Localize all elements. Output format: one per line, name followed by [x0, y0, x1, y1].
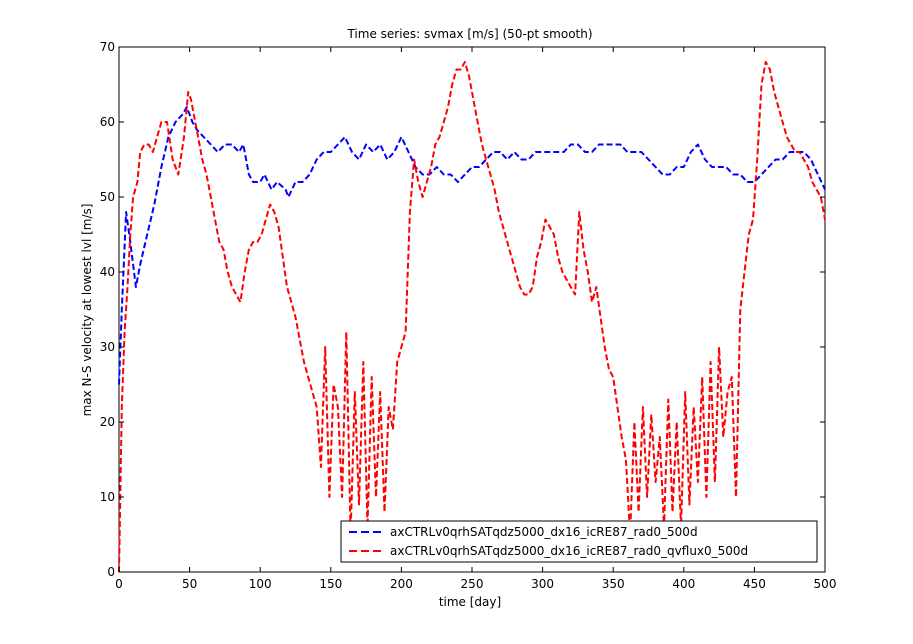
- series-line-1: [118, 106, 826, 385]
- legend-label-series-1: axCTRLv0qrhSATqdz5000_dx16_icRE87_rad0_5…: [390, 525, 698, 539]
- y-axis-label: max N-S velocity at lowest lvl [m/s]: [80, 204, 94, 417]
- y-tick-label: 50: [100, 190, 115, 204]
- y-tick-label: 40: [100, 265, 115, 279]
- x-tick-label: 300: [531, 577, 554, 591]
- series-line-2: [118, 61, 826, 573]
- x-tick-label: 450: [743, 577, 766, 591]
- x-tick-label: 50: [182, 577, 197, 591]
- y-tick-label: 0: [107, 565, 115, 579]
- y-tick-label: 10: [100, 490, 115, 504]
- x-tick-label: 150: [319, 577, 342, 591]
- legend-label-series-2: axCTRLv0qrhSATqdz5000_dx16_icRE87_rad0_q…: [390, 544, 748, 558]
- x-tick-label: 500: [814, 577, 837, 591]
- tick-layer: 0 50 100 150 200 250 300 350 400 450 500 0 10 20 30 40 5…: [100, 40, 837, 591]
- y-tick-label: 30: [100, 340, 115, 354]
- legend: axCTRLv0qrhSATqdz5000_dx16_icRE87_rad0_5…: [340, 520, 818, 563]
- x-tick-label: 350: [602, 577, 625, 591]
- x-axis-label: time [day]: [439, 595, 501, 609]
- y-tick-label: 60: [100, 115, 115, 129]
- x-tick-label: 400: [672, 577, 695, 591]
- plot-area: 0 50 100 150 200 250 300 350 400 450 500 0 10 20 30 40 5…: [100, 40, 837, 591]
- series-layer: [118, 61, 826, 573]
- chart-title: Time series: svmax [m/s] (50-pt smooth): [346, 27, 592, 41]
- legend-box: [340, 520, 818, 563]
- x-tick-label: 0: [115, 577, 123, 591]
- x-tick-label: 200: [390, 577, 413, 591]
- x-tick-label: 250: [461, 577, 484, 591]
- axes-box: [118, 46, 826, 573]
- y-tick-label: 70: [100, 40, 115, 54]
- x-tick-label: 100: [249, 577, 272, 591]
- y-tick-label: 20: [100, 415, 115, 429]
